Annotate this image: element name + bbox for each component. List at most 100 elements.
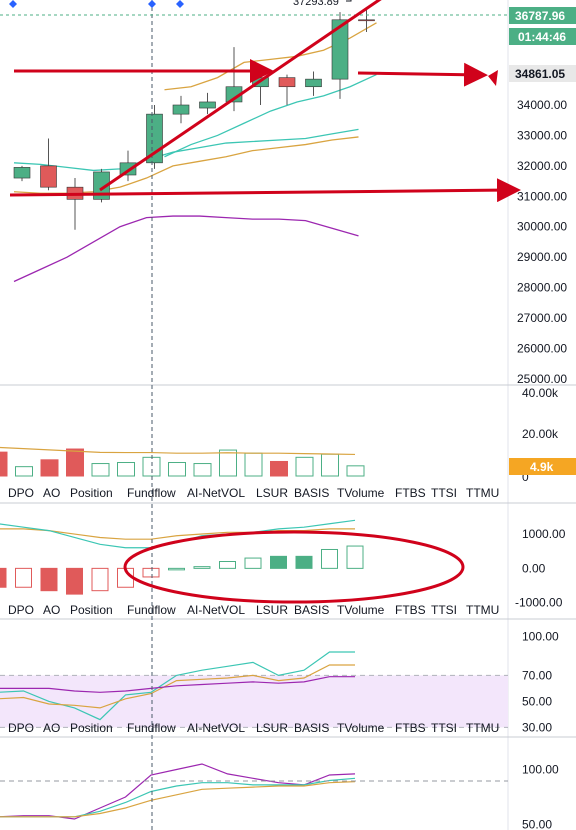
- tab-dpo[interactable]: DPO: [8, 603, 34, 617]
- tab-dpo[interactable]: DPO: [8, 486, 34, 500]
- tab-ai-netvol[interactable]: AI-NetVOL: [187, 603, 245, 617]
- rsi-tick-label: 50.00: [522, 694, 552, 708]
- tab-lsur[interactable]: LSUR: [256, 721, 288, 735]
- tab-ftbs[interactable]: FTBS: [395, 486, 426, 500]
- countdown-value: 01:44:46: [518, 30, 566, 44]
- volume-bar: [142, 456, 161, 477]
- volume-badge: [509, 458, 576, 475]
- stoch-panel[interactable]: [0, 763, 356, 820]
- volume-bar: [40, 459, 59, 477]
- volume-average-line: [0, 446, 356, 456]
- oscillator-bar: [321, 548, 338, 569]
- diamond-marker-icon[interactable]: [9, 0, 17, 8]
- oscillator-bar: [295, 555, 313, 569]
- volume-bar: [295, 456, 314, 477]
- volume-bar: [244, 452, 263, 477]
- tab-ttsi[interactable]: TTSI: [431, 721, 457, 735]
- oscillator-bar: [142, 567, 160, 578]
- tab-ao[interactable]: AO: [43, 603, 60, 617]
- oscillator-bar: [168, 567, 185, 571]
- arrow-head-icon: [488, 70, 498, 86]
- tab-ftbs[interactable]: FTBS: [395, 721, 426, 735]
- tab-ftbs[interactable]: FTBS: [395, 603, 426, 617]
- tab-ttmu[interactable]: TTMU: [466, 603, 499, 617]
- oscillator-bar: [0, 567, 7, 588]
- annotation-trendline: [99, 0, 382, 192]
- rsi-band: [0, 675, 508, 728]
- price-panel[interactable]: [13, 7, 377, 283]
- diamond-marker-icon[interactable]: [148, 0, 156, 8]
- tab-ao[interactable]: AO: [43, 721, 60, 735]
- volume-panel[interactable]: [0, 446, 365, 477]
- tab-tvolume[interactable]: TVolume: [337, 603, 385, 617]
- rsi-line-purple: [0, 676, 355, 693]
- tab-position[interactable]: Position: [70, 486, 113, 500]
- tab-basis[interactable]: BASIS: [294, 486, 329, 500]
- candle-body: [40, 165, 57, 188]
- volume-bar: [270, 460, 288, 477]
- last-price-value: 36787.96: [515, 9, 565, 23]
- indicator-tabs-row-2[interactable]: DPO AO Position Fundflow AI-NetVOL LSUR BASIS T…: [8, 603, 499, 617]
- rsi-panel[interactable]: [0, 651, 508, 728]
- countdown-badge: [509, 28, 576, 45]
- tab-ttsi[interactable]: TTSI: [431, 486, 457, 500]
- rsi-tick-label: 30.00: [522, 720, 552, 734]
- tab-ai-netvol[interactable]: AI-NetVOL: [187, 486, 245, 500]
- stoch-tick-label: 50.00: [522, 818, 552, 830]
- arrow-icon: [346, 0, 352, 2]
- oscillator-bar: [270, 555, 287, 569]
- volume-bar: [66, 448, 84, 477]
- candle-body: [199, 101, 216, 109]
- rsi-line-orange: [0, 664, 355, 709]
- volume-tick-label: 0: [522, 470, 529, 484]
- price-tick-label: 28000.00: [517, 281, 567, 295]
- annotation-ellipse: [123, 530, 465, 604]
- tab-position[interactable]: Position: [70, 721, 113, 735]
- price-tick-label: 33000.00: [517, 128, 567, 142]
- indicator-tabs-row-3[interactable]: DPO AO Position Fundflow AI-NetVOL LSUR BASIS T…: [8, 721, 499, 735]
- oscillator-bar: [91, 567, 109, 592]
- volume-badge-value: 4.9k: [530, 460, 554, 474]
- candle-body: [278, 77, 296, 88]
- candle-body: [172, 104, 190, 115]
- tab-lsur[interactable]: LSUR: [256, 486, 288, 500]
- tab-lsur[interactable]: LSUR: [256, 603, 288, 617]
- marked-price-value: 34861.05: [515, 67, 565, 81]
- ma-purple-line: [13, 215, 359, 283]
- volume-bar: [0, 451, 8, 477]
- candle-body: [13, 167, 31, 179]
- price-tick-label: 26000.00: [517, 341, 567, 355]
- volume-bar: [168, 462, 186, 477]
- oscillator-tick-label: 0.00: [522, 561, 546, 575]
- price-tick-label: 30000.00: [517, 220, 567, 234]
- tab-ai-netvol[interactable]: AI-NetVOL: [187, 721, 245, 735]
- tab-basis[interactable]: BASIS: [294, 603, 329, 617]
- tab-ttsi[interactable]: TTSI: [431, 603, 457, 617]
- tab-position[interactable]: Position: [70, 603, 113, 617]
- diamond-marker-icon[interactable]: [176, 0, 184, 8]
- tab-tvolume[interactable]: TVolume: [337, 486, 385, 500]
- oscillator-bar: [15, 567, 32, 588]
- volume-bar: [193, 463, 212, 477]
- rsi-tick-label: 100.00: [522, 629, 559, 643]
- candle-body: [331, 19, 349, 80]
- price-axis-area[interactable]: [508, 0, 576, 830]
- tab-ttmu[interactable]: TTMU: [466, 721, 499, 735]
- tab-tvolume[interactable]: TVolume: [337, 721, 385, 735]
- tab-basis[interactable]: BASIS: [294, 721, 329, 735]
- price-tick-label: 25000.00: [517, 372, 567, 386]
- price-tick-label: 29000.00: [517, 250, 567, 264]
- stoch-tick-label: 100.00: [522, 763, 559, 777]
- band-lower-line: [164, 73, 377, 158]
- annotation-arrow-right: [357, 62, 488, 87]
- candle-body: [93, 171, 110, 200]
- volume-bar: [117, 462, 135, 477]
- volume-bar: [15, 466, 33, 477]
- tab-dpo[interactable]: DPO: [8, 721, 34, 735]
- volume-bar: [91, 463, 110, 477]
- candle-body: [358, 19, 375, 22]
- tab-ttmu[interactable]: TTMU: [466, 486, 499, 500]
- tab-ao[interactable]: AO: [43, 486, 60, 500]
- price-tick-label: 34000.00: [517, 98, 567, 112]
